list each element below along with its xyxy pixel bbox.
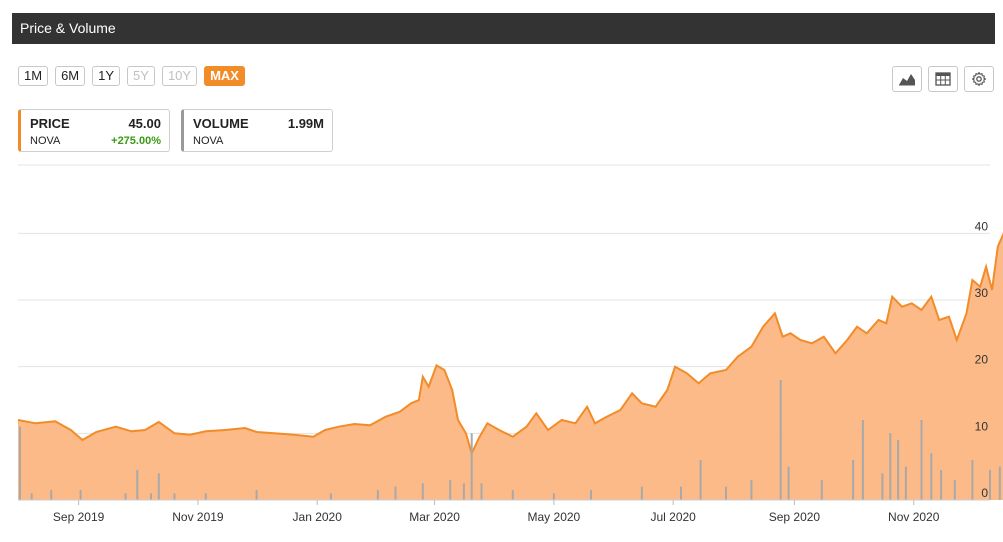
range-button-1m[interactable]: 1M <box>18 66 49 86</box>
volume-bar <box>329 493 332 500</box>
volume-bar <box>204 493 207 500</box>
volume-bar <box>725 486 727 500</box>
volume-bar <box>480 483 483 500</box>
price-card[interactable]: PRICE 45.00 NOVA +275.00% <box>18 109 170 152</box>
volume-bar <box>680 486 682 500</box>
volume-bar <box>897 440 900 500</box>
x-tick-label: Sep 2020 <box>769 510 821 524</box>
volume-bar <box>940 470 943 500</box>
price-change: +275.00% <box>111 135 161 147</box>
price-ticker: NOVA <box>30 135 61 147</box>
range-selector: 1M 6M 1Y 5Y 10Y MAX <box>18 66 245 86</box>
volume-value: 1.99M <box>287 116 324 131</box>
volume-bar <box>394 486 397 500</box>
panel-title: Price & Volume <box>20 20 116 36</box>
volume-bar <box>157 473 160 500</box>
volume-bar <box>881 473 884 500</box>
volume-bar <box>861 420 864 500</box>
volume-ticker: NOVA <box>193 135 224 147</box>
volume-bar <box>470 433 473 500</box>
range-button-10y: 10Y <box>161 66 198 86</box>
volume-bar <box>779 380 782 500</box>
volume-bar <box>449 480 452 500</box>
x-tick-label: May 2020 <box>528 510 581 524</box>
volume-bar <box>376 490 379 500</box>
price-volume-chart: 0 10 20 30 40 Sep 2019 Nov 2019 Jan 2020 Mar 20… <box>17 164 1003 524</box>
range-button-6m[interactable]: 6M <box>55 66 86 86</box>
volume-bar <box>998 466 1001 500</box>
y-tick-label: 10 <box>975 419 989 433</box>
volume-bar <box>930 453 933 500</box>
range-button-1y[interactable]: 1Y <box>92 66 121 86</box>
y-tick-label: 30 <box>975 286 989 300</box>
volume-bar <box>989 470 991 500</box>
volume-bar <box>820 480 823 500</box>
range-button-5y: 5Y <box>127 66 155 86</box>
volume-bar <box>136 470 139 500</box>
x-tick-label: Jul 2020 <box>650 510 696 524</box>
area-chart-icon <box>899 74 915 86</box>
volume-bar <box>421 483 424 500</box>
volume-bar <box>971 460 974 500</box>
volume-bar <box>19 426 21 500</box>
y-tick-label: 20 <box>975 353 989 367</box>
x-tick-label: Nov 2020 <box>888 510 940 524</box>
volume-bar <box>750 480 753 500</box>
price-label: PRICE <box>30 116 70 131</box>
price-area <box>18 234 1003 500</box>
chart-type-button[interactable] <box>892 66 922 92</box>
volume-bar <box>79 490 82 500</box>
volume-bar <box>511 490 514 500</box>
x-tick-label: Nov 2019 <box>172 510 224 524</box>
range-button-max[interactable]: MAX <box>204 66 245 86</box>
volume-bar <box>255 490 258 500</box>
volume-bar <box>920 420 923 500</box>
volume-bar <box>552 493 555 500</box>
volume-bar <box>904 466 907 500</box>
x-tick-label: Mar 2020 <box>409 510 460 524</box>
volume-bar <box>889 433 892 500</box>
price-line <box>17 231 1003 457</box>
settings-button[interactable] <box>964 66 994 92</box>
panel-header: Price & Volume <box>12 13 995 44</box>
volume-bar <box>590 490 592 500</box>
chart-tools <box>892 66 994 92</box>
x-tick-label: Sep 2019 <box>53 510 105 524</box>
volume-bar <box>124 493 127 500</box>
table-icon <box>935 72 951 86</box>
volume-bar <box>852 460 855 500</box>
volume-bar <box>462 483 465 500</box>
volume-bar <box>953 480 956 500</box>
volume-bar <box>50 490 53 500</box>
table-view-button[interactable] <box>928 66 958 92</box>
volume-bar <box>30 493 33 500</box>
x-tick-label: Jan 2020 <box>293 510 343 524</box>
volume-label: VOLUME <box>193 116 249 131</box>
volume-bar <box>640 486 643 500</box>
volume-bar <box>787 466 790 500</box>
volume-bar <box>699 460 702 500</box>
volume-bar <box>150 493 152 500</box>
y-tick-label: 40 <box>975 219 989 233</box>
price-value: 45.00 <box>128 116 161 131</box>
gear-icon <box>971 71 987 87</box>
volume-bar <box>173 493 176 500</box>
y-tick-label: 0 <box>981 486 988 500</box>
volume-card[interactable]: VOLUME 1.99M NOVA <box>181 109 333 152</box>
